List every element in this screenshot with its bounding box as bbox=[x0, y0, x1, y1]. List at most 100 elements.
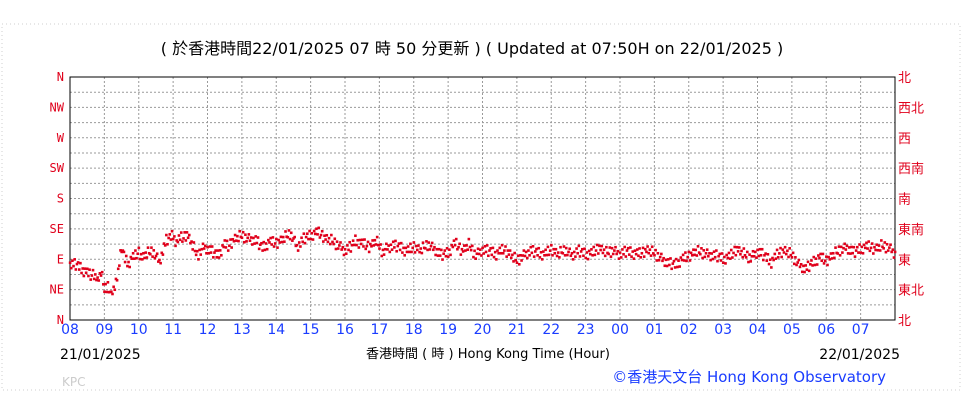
data-point bbox=[477, 252, 481, 256]
data-point bbox=[582, 254, 585, 258]
data-point bbox=[822, 262, 826, 265]
data-point bbox=[846, 252, 850, 255]
data-point bbox=[735, 245, 739, 249]
data-point bbox=[842, 246, 845, 250]
data-point bbox=[538, 256, 542, 259]
data-point bbox=[275, 237, 278, 241]
data-point bbox=[87, 274, 90, 278]
data-point bbox=[485, 244, 489, 247]
data-point bbox=[350, 243, 354, 247]
data-point bbox=[341, 245, 345, 249]
data-point bbox=[784, 252, 788, 256]
data-point bbox=[308, 229, 311, 233]
data-point bbox=[823, 259, 827, 262]
data-point bbox=[728, 257, 732, 260]
data-point bbox=[609, 255, 613, 258]
x-tick-label: 13 bbox=[233, 322, 251, 338]
x-tick-label: 18 bbox=[405, 322, 423, 338]
data-point bbox=[676, 265, 679, 269]
data-point bbox=[580, 247, 584, 251]
data-point bbox=[752, 255, 756, 258]
data-point bbox=[892, 256, 896, 259]
data-point bbox=[427, 241, 431, 244]
data-point bbox=[648, 248, 652, 251]
data-point bbox=[885, 242, 889, 246]
data-point bbox=[217, 256, 221, 259]
data-point bbox=[249, 236, 253, 239]
data-point bbox=[527, 249, 530, 252]
data-point bbox=[811, 264, 814, 267]
data-point bbox=[295, 243, 299, 247]
data-point bbox=[458, 242, 461, 246]
kpc-watermark: KPC bbox=[62, 375, 85, 389]
data-point bbox=[506, 249, 510, 252]
data-point bbox=[367, 250, 371, 254]
data-point bbox=[613, 249, 616, 252]
data-point bbox=[142, 251, 145, 255]
data-point bbox=[593, 253, 597, 257]
data-point bbox=[215, 256, 219, 259]
data-point bbox=[645, 250, 648, 254]
data-point bbox=[328, 242, 332, 246]
data-point bbox=[523, 254, 527, 258]
data-point bbox=[83, 267, 87, 270]
data-point bbox=[179, 231, 183, 234]
data-point bbox=[462, 244, 466, 247]
data-point bbox=[791, 251, 795, 255]
data-point bbox=[564, 246, 568, 250]
data-point bbox=[222, 245, 225, 249]
data-point bbox=[381, 248, 385, 252]
data-point bbox=[759, 254, 763, 257]
data-point bbox=[318, 236, 322, 239]
data-point bbox=[126, 264, 129, 268]
data-point bbox=[666, 258, 670, 261]
data-point bbox=[386, 248, 389, 251]
x-tick-label: 11 bbox=[164, 322, 182, 338]
data-point bbox=[618, 251, 622, 254]
data-point bbox=[433, 245, 436, 249]
data-point bbox=[563, 254, 567, 257]
data-point bbox=[430, 241, 434, 245]
data-point bbox=[694, 248, 698, 252]
data-point bbox=[875, 243, 879, 247]
data-point bbox=[882, 247, 885, 250]
x-tick-label: 23 bbox=[577, 322, 595, 338]
data-point bbox=[415, 248, 419, 252]
data-point bbox=[255, 241, 259, 245]
data-point bbox=[338, 244, 341, 247]
data-point bbox=[174, 244, 177, 248]
data-point bbox=[366, 240, 370, 244]
data-point bbox=[418, 250, 421, 254]
data-point bbox=[674, 257, 678, 261]
data-point bbox=[309, 237, 313, 241]
data-point bbox=[122, 250, 126, 254]
data-point bbox=[657, 258, 661, 262]
data-point bbox=[250, 243, 254, 246]
data-point bbox=[111, 292, 114, 296]
data-point bbox=[497, 251, 500, 255]
data-point bbox=[750, 255, 754, 258]
data-point bbox=[854, 249, 858, 252]
data-point bbox=[335, 240, 339, 243]
data-point bbox=[787, 255, 790, 259]
data-point bbox=[572, 250, 576, 254]
data-point bbox=[751, 249, 755, 253]
data-point bbox=[159, 261, 162, 265]
data-point bbox=[809, 263, 812, 266]
data-point bbox=[796, 261, 800, 264]
data-point bbox=[74, 268, 78, 271]
data-point bbox=[617, 257, 621, 260]
data-point bbox=[434, 253, 437, 257]
data-point bbox=[371, 239, 374, 242]
data-point bbox=[600, 244, 604, 248]
data-point bbox=[302, 232, 306, 235]
data-point bbox=[205, 251, 208, 255]
data-point bbox=[247, 233, 251, 236]
data-point bbox=[326, 240, 330, 244]
data-point bbox=[103, 290, 106, 294]
observatory-credit-link[interactable]: ©香港天文台 Hong Kong Observatory bbox=[612, 368, 886, 386]
data-point bbox=[847, 246, 851, 249]
data-point bbox=[171, 237, 175, 241]
data-point bbox=[390, 248, 394, 251]
